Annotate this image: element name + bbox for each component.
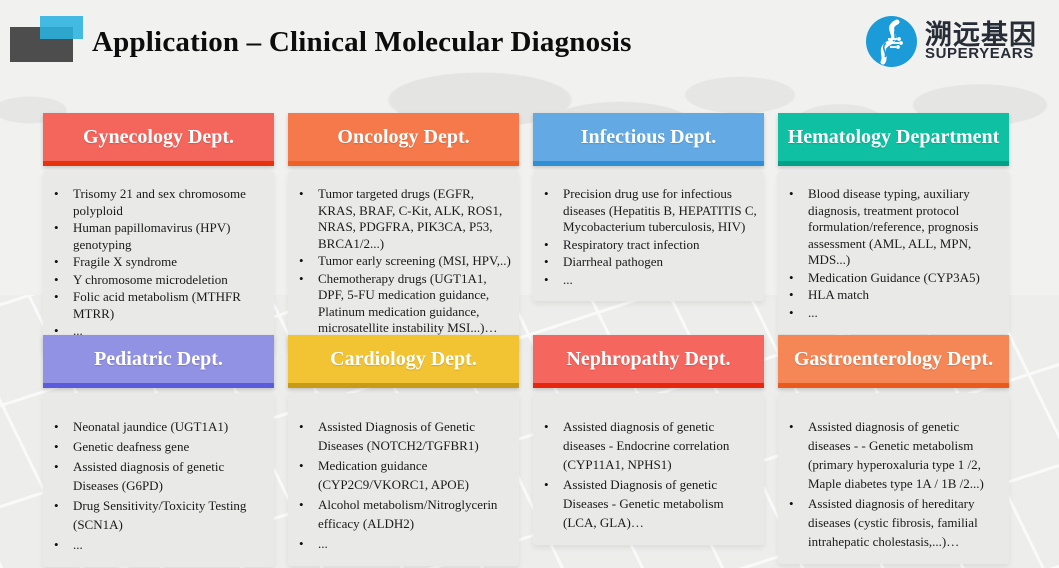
dept-bullet-list: Assisted Diagnosis of Genetic Diseases (… xyxy=(292,417,514,553)
dept-card: Nephropathy Dept. Assisted diagnosis of … xyxy=(533,335,764,545)
dept-card-title: Oncology Dept. xyxy=(337,125,470,148)
dept-grid-row-2: Pediatric Dept. Neonatal jaundice (UGT1A… xyxy=(43,335,1009,567)
dna-logo-icon xyxy=(866,16,917,67)
dept-bullet-item: Medication Guidance (CYP3A5) xyxy=(782,270,1004,287)
dept-card-header: Gastroenterology Dept. xyxy=(778,335,1009,388)
dept-bullet-item: Chemotherapy drugs (UGT1A1, DPF, 5-FU me… xyxy=(292,271,514,337)
dept-bullet-item: Assisted diagnosis of genetic diseases -… xyxy=(537,417,759,474)
dept-card: Cardiology Dept. Assisted Diagnosis of G… xyxy=(288,335,519,566)
dept-bullet-item: Neonatal jaundice (UGT1A1) xyxy=(47,417,269,436)
dept-bullet-item: HLA match xyxy=(782,287,1004,304)
brand-logo: 溯远基因 SUPERYEARS xyxy=(866,12,1051,70)
dept-bullet-list: Neonatal jaundice (UGT1A1)Genetic deafne… xyxy=(47,417,269,554)
dept-bullet-item: ... xyxy=(537,272,759,289)
dept-card-title: Infectious Dept. xyxy=(580,125,717,148)
page-title: Application – Clinical Molecular Diagnos… xyxy=(92,26,632,58)
dept-card-header: Nephropathy Dept. xyxy=(533,335,764,388)
dept-bullet-item: Genetic deafness gene xyxy=(47,437,269,456)
dept-bullet-item: Y chromosome microdeletion xyxy=(47,272,269,289)
dept-card: Hematology Department Blood disease typi… xyxy=(778,113,1009,334)
dept-card-title: Gynecology Dept. xyxy=(82,125,235,148)
dept-bullet-item: ... xyxy=(47,535,269,554)
dept-bullet-list: Precision drug use for infectious diseas… xyxy=(537,186,759,288)
dept-card-body: Tumor targeted drugs (EGFR, KRAS, BRAF, … xyxy=(288,171,519,350)
dept-card-header: Pediatric Dept. xyxy=(43,335,274,388)
dept-card: Gastroenterology Dept. Assisted diagnosi… xyxy=(778,335,1009,564)
dept-card-body: Blood disease typing, auxiliary diagnosi… xyxy=(778,171,1009,334)
dept-card-body: Assisted diagnosis of genetic diseases -… xyxy=(533,393,764,545)
brand-name-chinese: 溯远基因 xyxy=(925,20,1037,50)
dept-bullet-item: ... xyxy=(292,534,514,553)
dept-bullet-item: Trisomy 21 and sex chromosome polyploid xyxy=(47,186,269,219)
dept-card: Infectious Dept. Precision drug use for … xyxy=(533,113,764,301)
dept-card-body: Precision drug use for infectious diseas… xyxy=(533,171,764,301)
dept-card-header: Oncology Dept. xyxy=(288,113,519,166)
dept-bullet-item: Respiratory tract infection xyxy=(537,237,759,254)
dept-bullet-item: ... xyxy=(47,323,269,340)
dept-bullet-item: Diarrheal pathogen xyxy=(537,254,759,271)
dept-bullet-list: Assisted diagnosis of genetic diseases -… xyxy=(782,417,1004,551)
dept-bullet-list: Assisted diagnosis of genetic diseases -… xyxy=(537,417,759,532)
dept-bullet-list: Trisomy 21 and sex chromosome polyploidH… xyxy=(47,186,269,340)
dept-card-body: Trisomy 21 and sex chromosome polyploidH… xyxy=(43,171,274,353)
dept-bullet-item: Blood disease typing, auxiliary diagnosi… xyxy=(782,186,1004,269)
dept-bullet-item: Alcohol metabolism/Nitroglycerin efficac… xyxy=(292,495,514,533)
title-accent-square-blue xyxy=(40,16,83,39)
dept-bullet-item: Assisted Diagnosis of genetic Diseases -… xyxy=(537,475,759,532)
dept-card-body: Assisted Diagnosis of Genetic Diseases (… xyxy=(288,393,519,566)
dept-bullet-item: Medication guidance (CYP2C9/VKORC1, APOE… xyxy=(292,456,514,494)
dept-card-title: Pediatric Dept. xyxy=(94,347,223,370)
dept-bullet-list: Blood disease typing, auxiliary diagnosi… xyxy=(782,186,1004,321)
dept-card-body: Assisted diagnosis of genetic diseases -… xyxy=(778,393,1009,564)
dept-bullet-item: Tumor targeted drugs (EGFR, KRAS, BRAF, … xyxy=(292,186,514,252)
dept-bullet-item: Human papillomavirus (HPV) genotyping xyxy=(47,220,269,253)
dept-card-header: Cardiology Dept. xyxy=(288,335,519,388)
dept-card-header: Gynecology Dept. xyxy=(43,113,274,166)
dept-card: Oncology Dept. Tumor targeted drugs (EGF… xyxy=(288,113,519,350)
dept-card-header: Hematology Department xyxy=(778,113,1009,166)
dept-card-body: Neonatal jaundice (UGT1A1)Genetic deafne… xyxy=(43,393,274,567)
dept-bullet-item: Fragile X syndrome xyxy=(47,254,269,271)
dept-grid-row-1: Gynecology Dept. Trisomy 21 and sex chro… xyxy=(43,113,1009,353)
dept-card-title: Cardiology Dept. xyxy=(330,347,477,370)
brand-name-english: SUPERYEARS xyxy=(925,45,1034,62)
dept-bullet-item: Assisted diagnosis of hereditary disease… xyxy=(782,494,1004,551)
dept-bullet-item: Folic acid metabolism (MTHFR MTRR) xyxy=(47,289,269,322)
dept-card-title: Hematology Department xyxy=(787,125,1000,148)
dept-card-title: Nephropathy Dept. xyxy=(566,347,731,370)
dept-bullet-item: Assisted diagnosis of genetic diseases -… xyxy=(782,417,1004,493)
dept-bullet-item: Tumor early screening (MSI, HPV,..) xyxy=(292,253,514,270)
dept-card: Pediatric Dept. Neonatal jaundice (UGT1A… xyxy=(43,335,274,567)
dept-bullet-item: Assisted Diagnosis of Genetic Diseases (… xyxy=(292,417,514,455)
title-bar: Application – Clinical Molecular Diagnos… xyxy=(0,0,1059,86)
dept-bullet-item: Precision drug use for infectious diseas… xyxy=(537,186,759,236)
dept-bullet-item: Drug Sensitivity/Toxicity Testing (SCN1A… xyxy=(47,496,269,534)
dept-bullet-item: ... xyxy=(782,305,1004,322)
dept-bullet-list: Tumor targeted drugs (EGFR, KRAS, BRAF, … xyxy=(292,186,514,337)
dept-card-title: Gastroenterology Dept. xyxy=(793,347,994,370)
dept-card: Gynecology Dept. Trisomy 21 and sex chro… xyxy=(43,113,274,353)
dept-bullet-item: Assisted diagnosis of genetic Diseases (… xyxy=(47,457,269,495)
dept-card-header: Infectious Dept. xyxy=(533,113,764,166)
